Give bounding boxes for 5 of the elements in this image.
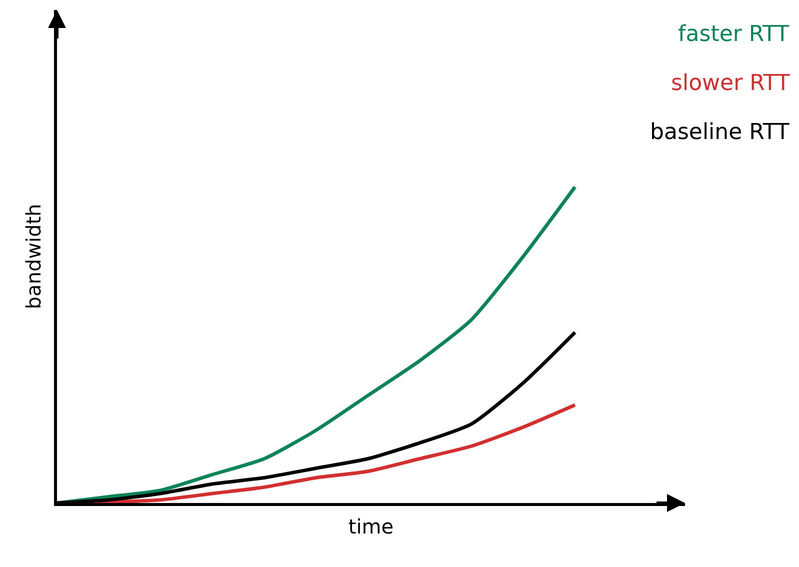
y-axis-title: bandwidth [22, 204, 46, 310]
text: slower RTT [671, 71, 790, 96]
text: baseline RTT [650, 120, 790, 145]
x-axis-title: time [348, 514, 394, 538]
text: faster RTT [678, 22, 790, 47]
